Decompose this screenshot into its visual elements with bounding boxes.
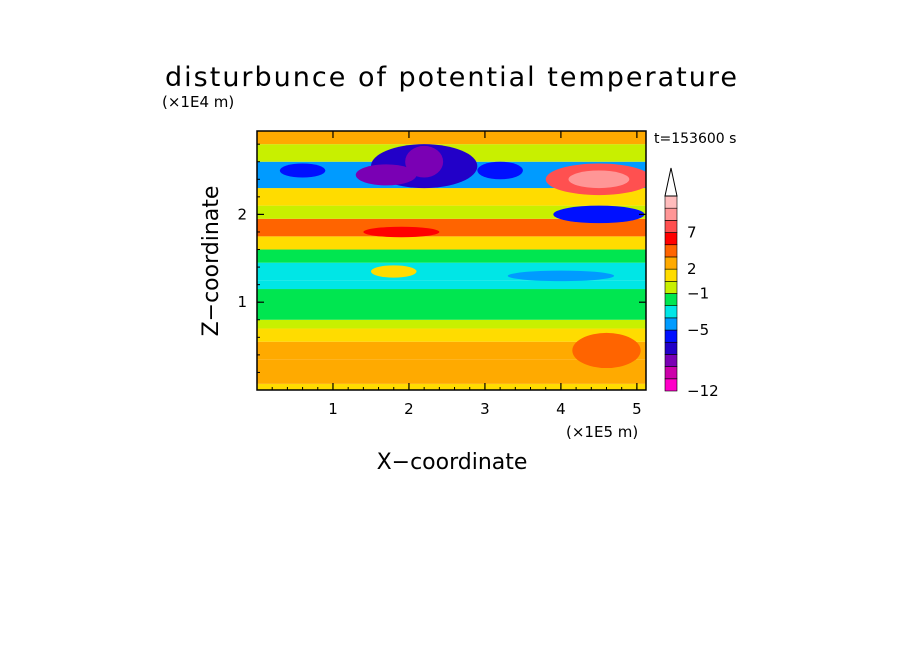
colorbar-swatch-15 [664,195,678,209]
contour-band-9 [257,236,646,250]
colorbar-label-4: 7 [687,224,697,242]
colorbar-label-2: −1 [687,285,709,303]
x-tick-label-4: 5 [632,400,642,418]
colorbar-label-0: −12 [687,382,719,400]
colorbar-swatch-2 [664,354,678,367]
colorbar-swatch-3 [664,341,678,355]
y-unit-label: (×1E4 m) [162,93,234,111]
chart-title: disturbunce of potential temperature [165,62,739,93]
contour-band-0 [257,383,646,390]
x-unit-label: (×1E5 m) [566,423,638,441]
colorbar-swatch-14 [664,207,678,221]
colorbar-swatch-4 [664,329,678,343]
y-axis: 12 [237,143,646,373]
contour-feature-6 [553,205,645,224]
colorbar-swatch-8 [664,281,678,294]
x-axis: 1 2 3 4 5 [271,131,642,418]
x-tick-label-3: 4 [556,400,566,418]
x-axis-label: X−coordinate [377,450,528,475]
colorbar-swatch-5 [664,317,678,331]
contour-feature-3 [405,145,444,178]
x-tick-label-0: 1 [328,400,338,418]
colorbar-swatch-6 [664,305,678,319]
colorbar: −12−5−127 [664,167,719,400]
contour-band-10 [257,218,646,237]
contour-feature-7 [507,270,615,282]
plot-area [257,131,646,390]
colorbar-swatch-11 [664,244,678,258]
colorbar-swatch-9 [664,268,678,282]
colorbar-swatch-10 [664,256,678,270]
colorbar-swatch-7 [664,293,678,306]
contour-feature-11 [572,332,641,369]
contour-feature-2 [355,164,417,186]
contour-band-12 [257,188,646,206]
contour-band-1 [257,359,646,384]
colorbar-extend-triangle [664,167,678,197]
colorbar-swatch-0 [664,378,678,392]
colorbar-label-1: −5 [687,321,709,339]
x-tick-label-1: 2 [404,400,414,418]
colorbar-swatch-13 [664,220,678,233]
contour-band-15 [257,131,646,145]
colorbar-swatch-12 [664,232,678,246]
y-axis-label: Z−coordinate [199,186,224,337]
contour-feature-10 [477,161,523,180]
contour-band-4 [257,319,646,329]
contour-feature-9 [279,163,326,178]
plot-frame [256,130,647,391]
contour-feature-5 [568,170,630,189]
contour-band-6 [257,280,646,290]
contour-feature-0 [370,265,417,278]
y-tick-label-0: 1 [237,293,247,311]
y-tick-label-1: 2 [237,205,247,223]
contour-band-5 [257,289,646,320]
contour-band-11 [257,205,646,219]
colorbar-swatch-1 [664,366,678,380]
contour-band-2 [257,341,646,360]
contour-feature-8 [363,226,440,238]
time-label: t=153600 s [654,131,736,147]
x-tick-label-2: 3 [480,400,490,418]
colorbar-label-3: 2 [687,260,697,278]
contour-band-8 [257,249,646,263]
contour-band-3 [257,328,646,342]
